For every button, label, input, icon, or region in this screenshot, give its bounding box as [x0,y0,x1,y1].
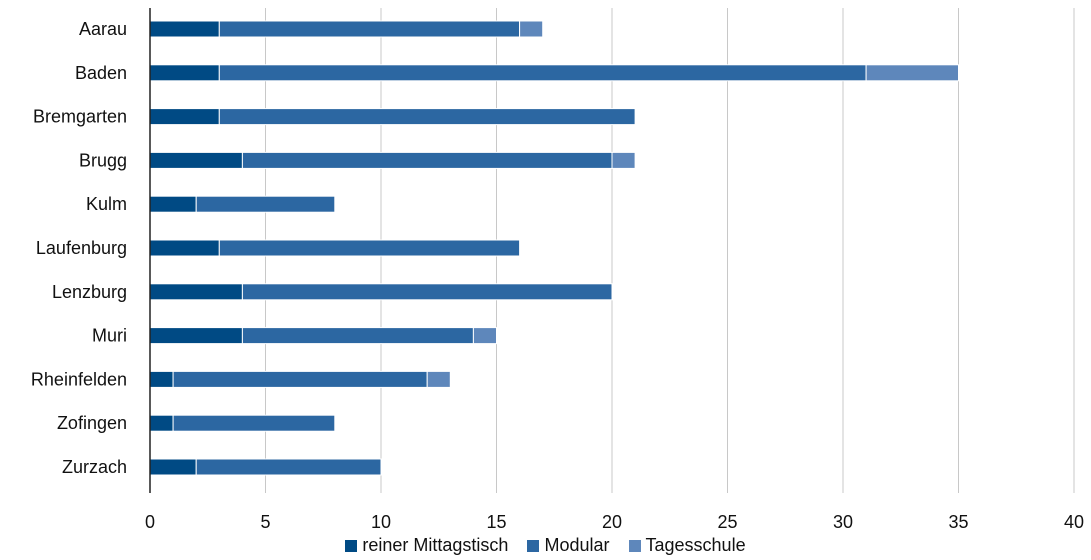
legend: reiner Mittagstisch Modular Tagesschule [0,534,1091,556]
category-label: Rheinfelden [31,369,127,389]
bar-segment [149,239,220,257]
bar-segment [172,414,336,432]
category-label: Brugg [79,150,127,170]
bar-segment [241,327,474,345]
x-tick-label: 25 [717,512,737,532]
bar-segment [149,458,197,476]
bar-segment [149,64,220,82]
legend-item-tagesschule: Tagesschule [628,534,746,556]
legend-label: reiner Mittagstisch [362,534,509,555]
x-tick-label: 0 [145,512,155,532]
bar-segment [218,239,521,257]
category-labels: Aarau Baden Bremgarten Brugg Kulm Laufenburg L… [31,19,127,477]
category-label: Bremgarten [33,107,127,127]
bar-segment [149,151,243,169]
bar-segment [149,370,174,388]
category-label: Lenzburg [52,282,127,302]
bar-segment [149,283,243,301]
x-tick-label: 35 [948,512,968,532]
category-label: Aarau [79,19,127,39]
bar-segment [611,151,636,169]
legend-label: Tagesschule [645,534,746,555]
bar-segment [149,20,220,38]
legend-item-modular: Modular [527,534,610,556]
bar-segment [426,370,451,388]
x-tick-label: 15 [486,512,506,532]
x-tick-label: 10 [371,512,391,532]
legend-swatch [628,539,641,552]
legend-label: Modular [544,534,610,555]
category-label: Kulm [86,194,127,214]
category-label: Baden [75,63,127,83]
bar-segment [241,151,613,169]
bar-segment [519,20,544,38]
x-tick-labels: 0 5 10 15 20 25 30 35 40 [145,512,1084,532]
bar-segment [865,64,959,82]
bar-segment [218,20,521,38]
bars [149,20,959,476]
bar-segment [472,327,497,345]
stacked-bar-chart: Aarau Baden Bremgarten Brugg Kulm Laufenburg L… [31,8,1084,532]
x-tick-label: 20 [602,512,622,532]
category-label: Laufenburg [36,238,127,258]
bar-segment [149,327,243,345]
legend-swatch [527,539,540,552]
bar-segment [149,195,197,213]
category-label: Muri [92,326,127,346]
category-label: Zurzach [62,457,127,477]
bar-segment [195,195,336,213]
legend-item-reiner-mittagstisch: reiner Mittagstisch [345,535,508,556]
bar-segment [149,414,174,432]
bar-segment [172,370,428,388]
x-tick-label: 5 [260,512,270,532]
bar-segment [218,108,636,126]
bar-segment [149,108,220,126]
category-label: Zofingen [57,413,127,433]
x-tick-label: 40 [1064,512,1084,532]
bar-segment [218,64,867,82]
legend-swatch [345,539,358,552]
bar-segment [195,458,382,476]
x-tick-label: 30 [833,512,853,532]
bar-segment [241,283,613,301]
